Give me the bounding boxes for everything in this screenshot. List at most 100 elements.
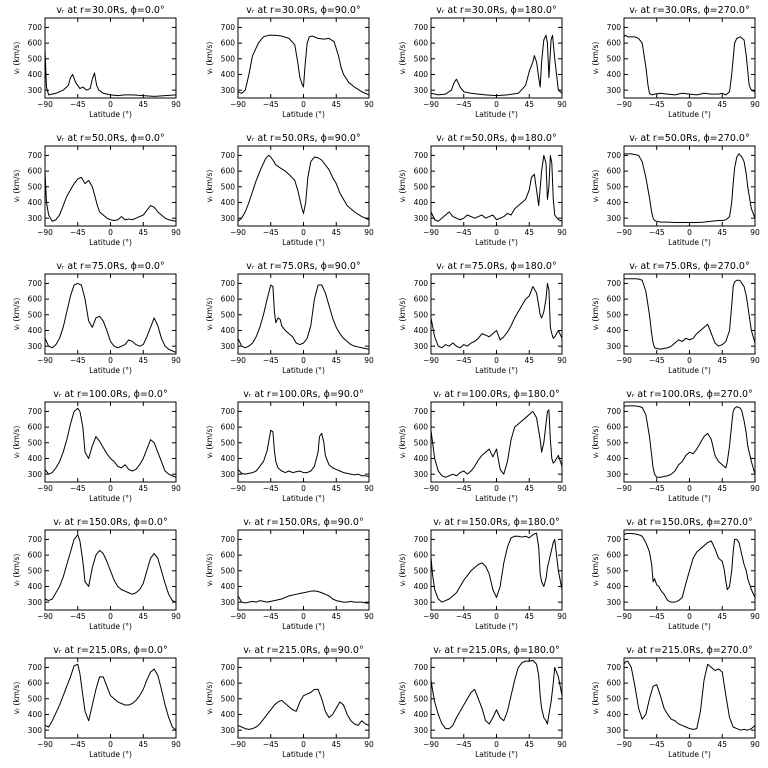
plot-frame — [623, 17, 756, 99]
y-tick-label: 300 — [28, 598, 43, 607]
x-tick-label: 45 — [138, 356, 148, 365]
y-tick-label: 300 — [607, 214, 622, 223]
panel-title: vᵣ at r=150.0Rs, ϕ=180.0° — [433, 517, 560, 528]
y-axis-label: vᵣ (km/s) — [398, 426, 407, 459]
x-tick-label: −45 — [456, 100, 472, 109]
series-line — [45, 407, 176, 478]
panel-title: vᵣ at r=50.0Rs, ϕ=180.0° — [436, 133, 556, 144]
y-tick-label: 500 — [607, 566, 622, 575]
x-axis-label: Latitude (°) — [89, 366, 132, 375]
plot-frame — [623, 145, 756, 227]
y-tick-label: 400 — [28, 326, 43, 335]
y-tick-label: 400 — [28, 198, 43, 207]
chart-panel: vᵣ at r=30.0Rs, ϕ=90.0° −90 −45 0 45 90 300 400… — [205, 5, 374, 119]
series-line — [45, 663, 176, 731]
panel-title: vᵣ at r=50.0Rs, ϕ=90.0° — [246, 133, 360, 144]
y-tick-label: 500 — [607, 694, 622, 703]
x-tick-label: −45 — [456, 228, 472, 237]
series-line — [238, 429, 369, 477]
x-tick-label: 90 — [557, 100, 567, 109]
y-tick-label: 600 — [414, 295, 429, 304]
y-tick-label: 700 — [221, 663, 236, 672]
x-tick-label: 90 — [750, 228, 760, 237]
x-tick-label: −90 — [37, 356, 53, 365]
chart-panel: vᵣ at r=50.0Rs, ϕ=90.0° −90 −45 0 45 90 300 400… — [205, 133, 374, 247]
y-axis-label: vᵣ (km/s) — [398, 682, 407, 715]
series-line — [238, 590, 369, 604]
x-tick-label: −90 — [616, 612, 632, 621]
x-tick-label: −45 — [70, 100, 86, 109]
x-tick-label: 0 — [687, 100, 692, 109]
x-tick-label: −45 — [70, 740, 86, 749]
y-tick-label: 300 — [607, 342, 622, 351]
y-axis-label: vᵣ (km/s) — [12, 42, 21, 75]
series-line — [624, 153, 755, 224]
y-tick-label: 700 — [28, 663, 43, 672]
y-tick-label: 700 — [221, 535, 236, 544]
x-axis-label: Latitude (°) — [282, 494, 325, 503]
y-tick-label: 500 — [414, 438, 429, 447]
y-tick-label: 300 — [28, 86, 43, 95]
x-tick-label: 0 — [108, 228, 113, 237]
chart-panel: vᵣ at r=100.0Rs, ϕ=90.0° −90 −45 0 45 90 300 40… — [205, 389, 374, 503]
x-tick-label: 90 — [171, 740, 181, 749]
series-line — [431, 659, 562, 730]
x-axis-label: Latitude (°) — [668, 366, 711, 375]
y-tick-label: 300 — [28, 726, 43, 735]
x-tick-label: −90 — [616, 100, 632, 109]
y-tick-label: 500 — [28, 438, 43, 447]
x-tick-label: 90 — [171, 228, 181, 237]
plot-frame — [237, 145, 370, 227]
y-tick-label: 300 — [607, 86, 622, 95]
y-tick-label: 400 — [221, 70, 236, 79]
y-axis-label: vᵣ (km/s) — [205, 426, 214, 459]
panel-title: vᵣ at r=100.0Rs, ϕ=270.0° — [626, 389, 753, 400]
y-tick-label: 300 — [414, 86, 429, 95]
y-tick-label: 600 — [414, 39, 429, 48]
y-tick-label: 300 — [221, 86, 236, 95]
y-tick-label: 700 — [28, 151, 43, 160]
x-tick-label: 45 — [524, 356, 534, 365]
x-tick-label: −45 — [649, 356, 665, 365]
x-tick-label: −45 — [70, 612, 86, 621]
x-tick-label: −90 — [230, 612, 246, 621]
y-tick-label: 600 — [28, 295, 43, 304]
x-tick-label: 0 — [687, 484, 692, 493]
y-tick-label: 700 — [221, 279, 236, 288]
x-tick-label: 90 — [364, 612, 374, 621]
x-tick-label: −45 — [263, 740, 279, 749]
x-tick-label: 0 — [301, 484, 306, 493]
x-tick-label: 45 — [331, 484, 341, 493]
y-tick-label: 400 — [607, 710, 622, 719]
chart-panel: vᵣ at r=100.0Rs, ϕ=270.0° −90 −45 0 45 90 300 4… — [591, 389, 760, 503]
y-axis-label: vᵣ (km/s) — [591, 298, 600, 331]
y-tick-label: 600 — [28, 423, 43, 432]
chart-panel: vᵣ at r=100.0Rs, ϕ=180.0° −90 −45 0 45 90 300 4… — [398, 389, 567, 503]
x-tick-label: −45 — [70, 484, 86, 493]
y-tick-label: 500 — [414, 54, 429, 63]
y-tick-label: 600 — [221, 39, 236, 48]
x-tick-label: −45 — [456, 356, 472, 365]
y-tick-label: 400 — [607, 454, 622, 463]
y-tick-label: 700 — [414, 23, 429, 32]
y-tick-label: 700 — [414, 407, 429, 416]
x-tick-label: −90 — [230, 484, 246, 493]
y-tick-label: 300 — [414, 598, 429, 607]
y-axis-label: vᵣ (km/s) — [398, 298, 407, 331]
x-tick-label: 45 — [524, 100, 534, 109]
x-tick-label: −90 — [616, 228, 632, 237]
x-axis-label: Latitude (°) — [282, 750, 325, 759]
x-tick-label: −45 — [649, 228, 665, 237]
x-tick-label: −90 — [230, 740, 246, 749]
x-tick-label: 45 — [524, 740, 534, 749]
plot-frame — [237, 529, 370, 611]
y-axis-label: vᵣ (km/s) — [205, 682, 214, 715]
y-tick-label: 700 — [414, 535, 429, 544]
x-tick-label: 45 — [524, 484, 534, 493]
x-axis-label: Latitude (°) — [282, 366, 325, 375]
y-axis-label: vᵣ (km/s) — [12, 682, 21, 715]
x-tick-label: 90 — [364, 484, 374, 493]
plot-frame — [44, 401, 177, 483]
y-tick-label: 400 — [28, 582, 43, 591]
y-tick-label: 400 — [221, 326, 236, 335]
